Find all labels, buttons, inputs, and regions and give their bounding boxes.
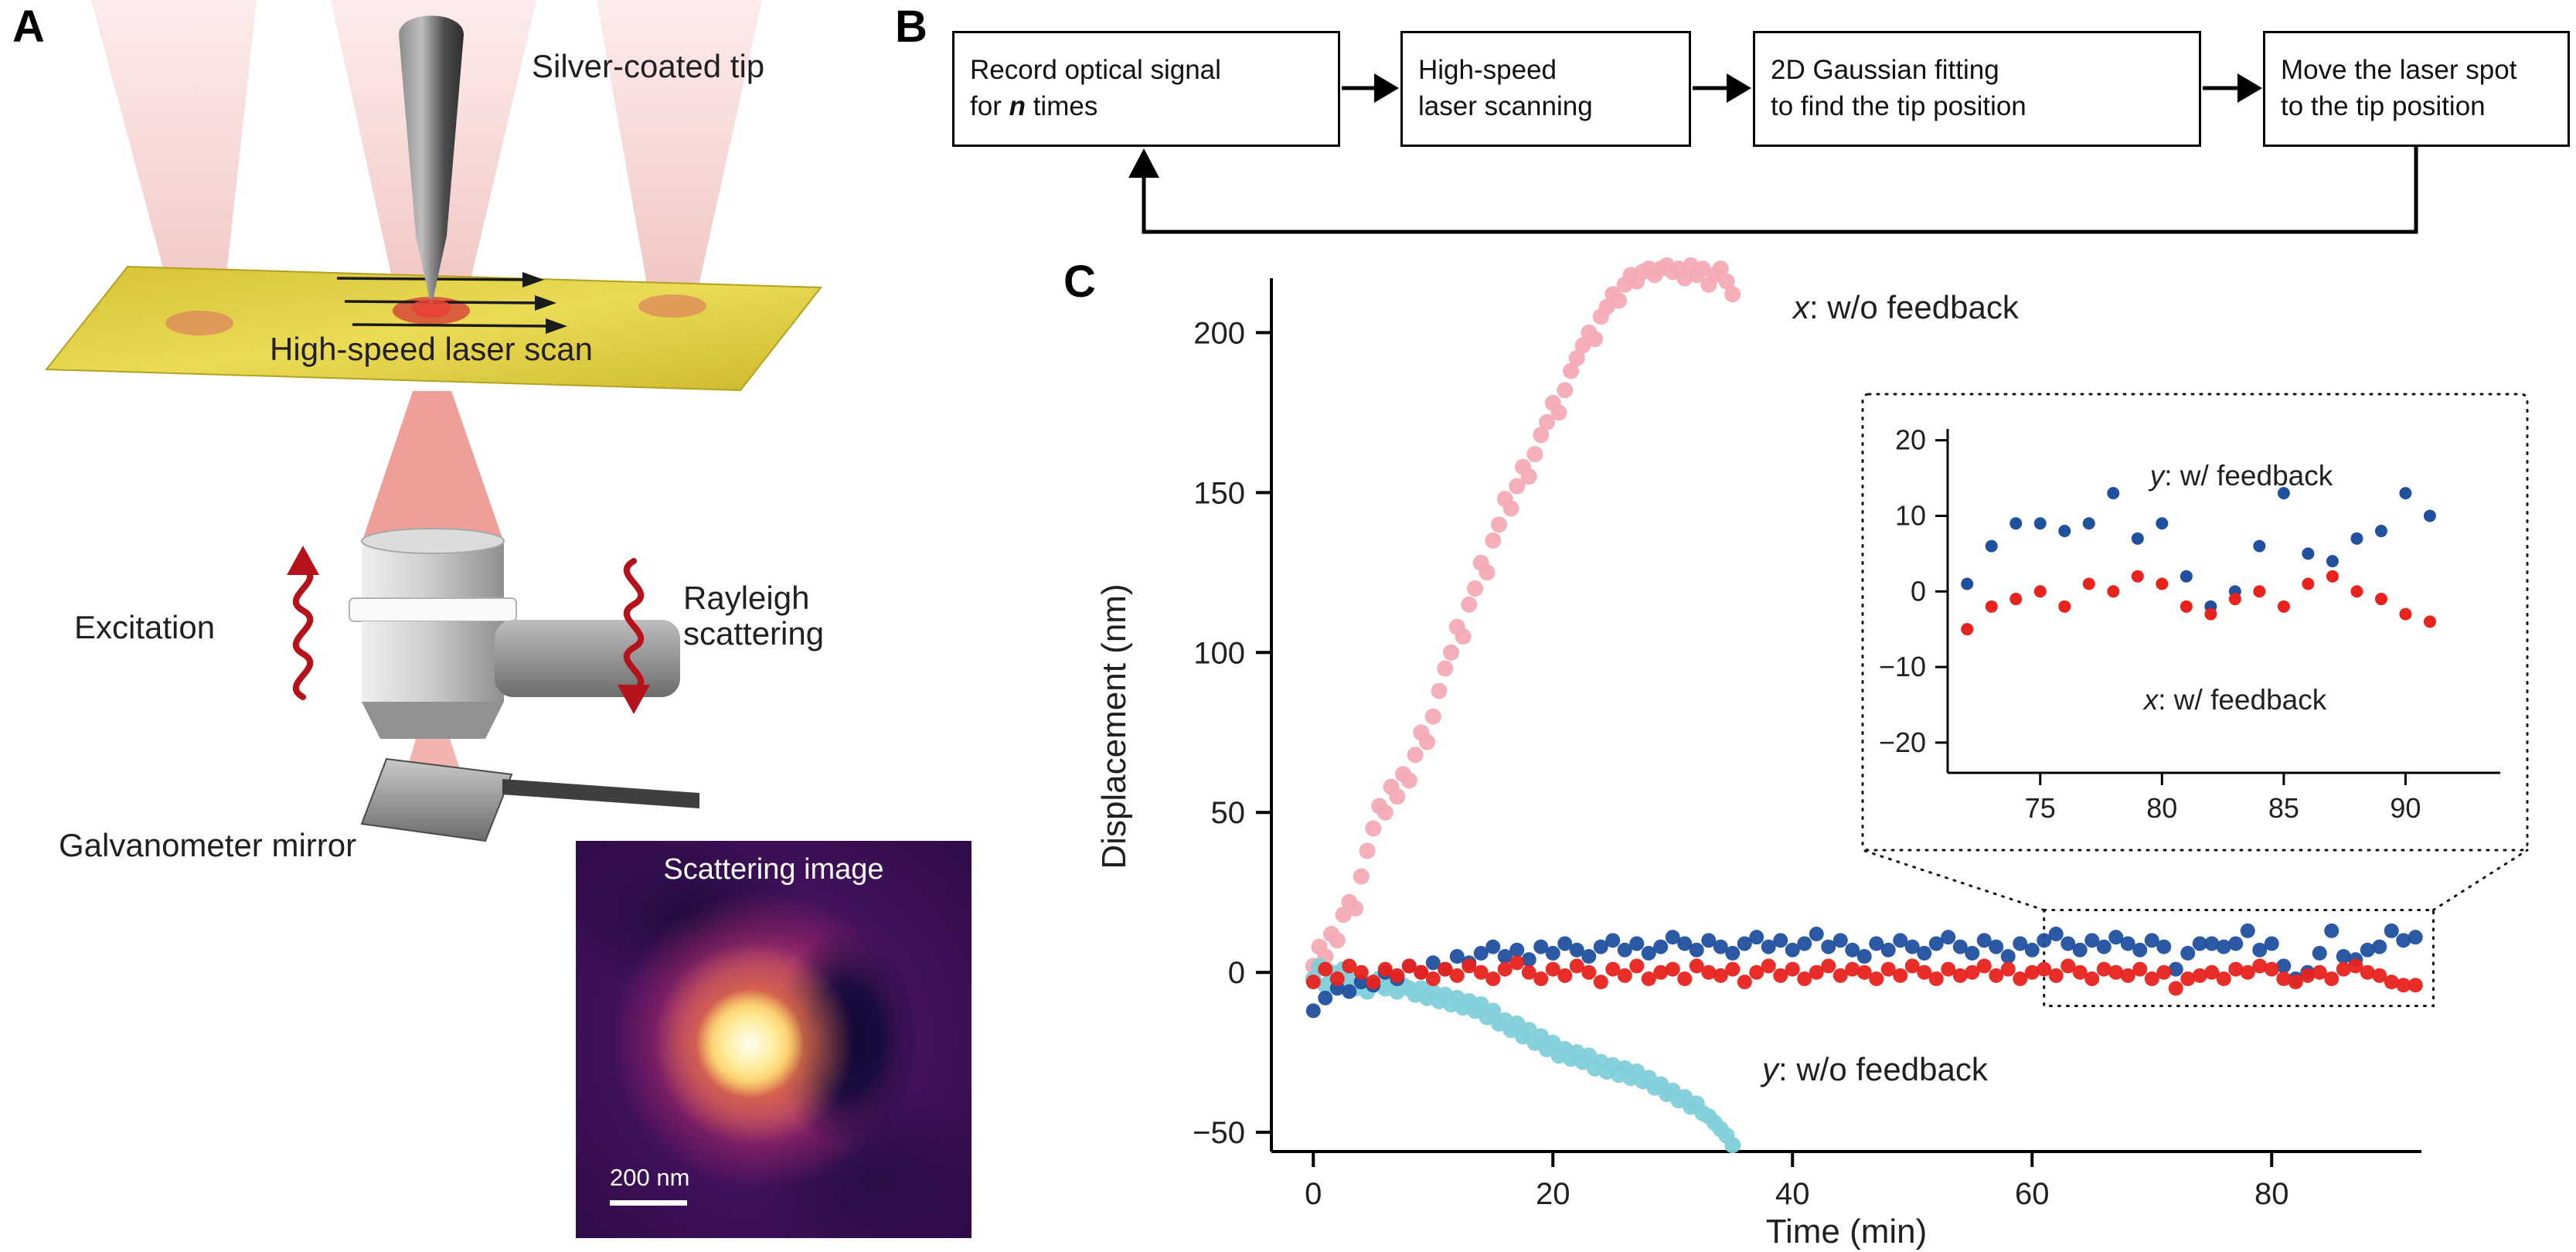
sample-plane — [44, 265, 823, 392]
panel-c-label: C — [1063, 257, 1096, 307]
flow-step-laser-scanning: High-speed laser scanning — [1400, 31, 1691, 147]
label-y-without-feedback: y: w/o feedback — [1760, 1051, 1989, 1087]
label-x-with-feedback: x: w/ feedback — [2142, 684, 2327, 716]
svg-text:20: 20 — [1895, 424, 1926, 456]
mirror-shaft — [502, 779, 699, 808]
flow-step-gaussian-fitting-label: 2D Gaussian fitting to find the tip posi… — [1771, 55, 2026, 121]
svg-text:0: 0 — [1305, 1177, 1322, 1211]
zoom-connector-right — [2432, 849, 2529, 911]
label-x-without-feedback: x: w/o feedback — [1792, 289, 2020, 325]
flow-step-record-signal-label: Record optical signal for n times — [970, 55, 1221, 121]
svg-text:10: 10 — [1895, 499, 1926, 531]
svg-text:20: 20 — [1536, 1177, 1570, 1211]
series-3 — [1305, 955, 2423, 996]
flow-step-laser-scanning-label: High-speed laser scanning — [1418, 55, 1593, 121]
feedback-loop-arrow — [1128, 147, 2418, 234]
svg-text:100: 100 — [1193, 636, 1245, 670]
y-axis-title: Displacement (nm) — [1095, 583, 1133, 869]
laser-spot-left — [165, 311, 233, 335]
svg-text:75: 75 — [2025, 792, 2056, 824]
arrow-head-icon — [1374, 73, 1399, 103]
svg-text:−20: −20 — [1879, 726, 1926, 758]
svg-text:−50: −50 — [1193, 1116, 1245, 1150]
laser-cone-right — [597, 0, 762, 306]
n-times-emphasis: n — [1009, 91, 1026, 121]
svg-text:80: 80 — [2254, 1177, 2289, 1211]
inset-series-1 — [1961, 570, 2436, 636]
arrow-head-icon — [1727, 73, 1751, 103]
series-0 — [1305, 257, 1741, 975]
flow-arrow-3 — [2203, 73, 2262, 103]
flow-arrow-1 — [1342, 73, 1399, 103]
tip-label: Silver-coated tip — [532, 48, 764, 84]
rayleigh-arrow-icon — [618, 558, 650, 714]
svg-text:85: 85 — [2268, 792, 2299, 824]
flow-step-move-laser-label: Move the laser spot to the tip position — [2281, 55, 2517, 121]
flow-step-gaussian-fitting: 2D Gaussian fitting to find the tip posi… — [1753, 31, 2201, 147]
svg-text:80: 80 — [2146, 792, 2177, 824]
scattering-image: Scattering image 200 nm — [576, 841, 972, 1238]
arrow-head-icon — [2237, 73, 2262, 103]
svg-text:150: 150 — [1193, 476, 1245, 510]
panel-b-label: B — [895, 2, 927, 52]
silver-tip — [399, 15, 464, 308]
laser-cone-left — [91, 0, 257, 323]
objective-lens — [349, 528, 680, 739]
svg-text:90: 90 — [2390, 792, 2421, 824]
rayleigh-label-line2: scattering — [683, 615, 824, 652]
zoom-connector-left — [1861, 849, 2046, 911]
label-y-with-feedback: y: w/ feedback — [2148, 460, 2333, 492]
collection-beam — [362, 391, 504, 543]
objective-side-arm — [495, 620, 680, 697]
svg-text:50: 50 — [1211, 796, 1246, 830]
excitation-arrow-icon — [287, 546, 319, 700]
x-axis-title: Time (min) — [1766, 1213, 1928, 1250]
svg-text:40: 40 — [1775, 1177, 1810, 1211]
arrow-head-icon — [1128, 148, 1159, 178]
flowchart-arrows — [1128, 73, 2418, 234]
flow-step-record-signal: Record optical signal for n times — [952, 31, 1340, 147]
series-2 — [1305, 923, 2423, 1019]
inset-box — [1861, 393, 2529, 852]
svg-text:−10: −10 — [1879, 651, 1926, 682]
svg-text:0: 0 — [1911, 575, 1926, 607]
flow-step-move-laser: Move the laser spot to the tip position — [2263, 31, 2570, 147]
scalebar — [610, 1200, 687, 1206]
scan-label: High-speed laser scan — [270, 331, 593, 367]
laser-spot-right — [638, 294, 706, 318]
flow-arrow-2 — [1693, 73, 1751, 103]
scattering-image-title: Scattering image — [663, 853, 884, 886]
rayleigh-label-line1: Rayleigh — [683, 580, 809, 616]
svg-text:200: 200 — [1193, 316, 1245, 350]
scalebar-label: 200 nm — [610, 1164, 690, 1191]
svg-text:0: 0 — [1228, 956, 1245, 990]
panel-a-label: A — [12, 2, 45, 52]
excitation-label: Excitation — [74, 609, 215, 645]
zoom-region-rect — [2043, 908, 2435, 1008]
svg-text:60: 60 — [2015, 1177, 2050, 1211]
galvo-label: Galvanometer mirror — [59, 827, 356, 863]
panel-a-illustration: Silver-coated tip High-speed laser scan … — [44, 0, 824, 863]
galvo-mirror — [360, 757, 513, 842]
tip-apex-glow — [411, 299, 451, 316]
